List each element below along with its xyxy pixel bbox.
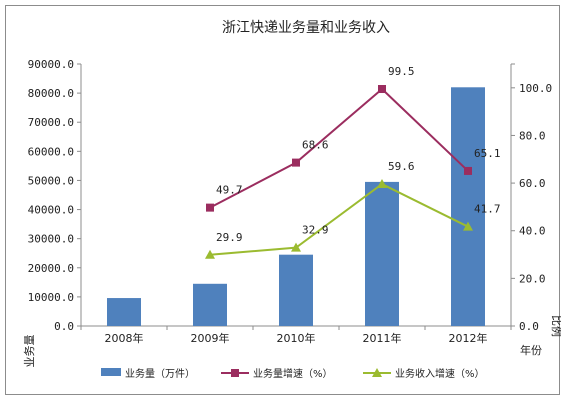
left-tick-label: 70000.0 — [28, 116, 74, 129]
series-line — [209, 182, 469, 256]
x-tick-label: 2011年 — [363, 331, 402, 345]
left-tick-label: 40000.0 — [28, 204, 74, 217]
right-tick-label: 100.0 — [519, 82, 552, 95]
bar — [107, 298, 141, 326]
point-marker — [205, 249, 215, 259]
left-tick-label: 30000.0 — [28, 233, 74, 246]
point-marker — [206, 203, 214, 212]
left-tick-label: 50000.0 — [28, 174, 74, 187]
x-tick-label: 2009年 — [191, 331, 230, 345]
bar — [365, 181, 399, 326]
legend-label: 业务量增速（%） — [253, 367, 333, 380]
point-marker — [377, 179, 387, 189]
bar — [279, 254, 313, 326]
point-marker — [464, 166, 472, 175]
data-label: 65.1 — [474, 147, 501, 160]
data-label: 41.7 — [474, 203, 501, 216]
point-marker — [291, 242, 301, 252]
left-tick-label: 0.0 — [54, 320, 74, 333]
x-axis-title: 年份 — [520, 343, 542, 357]
data-label: 49.7 — [216, 184, 243, 197]
left-tick-label: 10000.0 — [28, 291, 74, 304]
left-tick-label: 90000.0 — [28, 58, 74, 71]
data-label: 29.9 — [216, 231, 243, 244]
right-tick-label: 60.0 — [519, 177, 546, 190]
legend-marker — [372, 368, 382, 377]
x-tick-label: 2010年 — [277, 331, 316, 345]
series-line — [209, 87, 469, 209]
legend-label: 业务量（万件） — [125, 367, 195, 380]
bar — [451, 87, 485, 327]
right-tick-label: 20.0 — [519, 272, 546, 285]
x-tick-label: 2008年 — [105, 331, 144, 345]
left-tick-label: 80000.0 — [28, 87, 74, 100]
left-tick-label: 20000.0 — [28, 262, 74, 275]
x-tick-label: 2012年 — [449, 331, 488, 345]
bar — [193, 283, 227, 326]
legend-marker — [231, 369, 239, 377]
combo-chart: 浙江快递业务量和业务收入 0.0 10000.0 20000.0 30000.0 4000… — [23, 20, 561, 380]
point-marker — [292, 158, 300, 167]
right-tick-label: 0.0 — [519, 320, 539, 333]
legend-swatch — [101, 368, 121, 376]
y-axis-title: 业务量 — [23, 335, 36, 368]
data-label: 59.6 — [388, 160, 415, 173]
point-marker — [463, 221, 473, 231]
right-tick-label: 40.0 — [519, 225, 546, 238]
data-label: 68.6 — [302, 139, 329, 152]
data-label: 99.5 — [388, 65, 415, 78]
y2-axis-title: 比例 — [550, 315, 561, 337]
data-label: 32.9 — [302, 224, 329, 237]
chart-title: 浙江快递业务量和业务收入 — [222, 20, 390, 36]
point-marker — [378, 85, 386, 94]
right-tick-label: 80.0 — [519, 129, 546, 142]
legend-label: 业务收入增速（%） — [395, 367, 485, 380]
chart-frame: 浙江快递业务量和业务收入 0.0 10000.0 20000.0 30000.0 4000… — [5, 5, 561, 395]
left-tick-label: 60000.0 — [28, 145, 74, 158]
